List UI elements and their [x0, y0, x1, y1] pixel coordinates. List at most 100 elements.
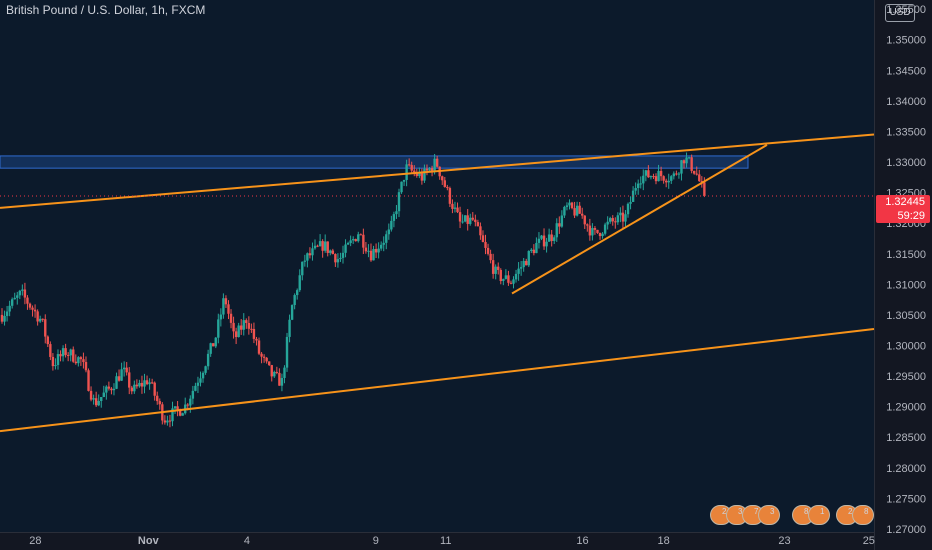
candle-body [8, 305, 11, 312]
candle-body [265, 357, 268, 362]
x-tick-label: 9 [373, 535, 379, 547]
candle-body [453, 207, 457, 209]
candle-body [491, 260, 495, 274]
candle-body [285, 336, 289, 368]
candle-body [311, 248, 314, 256]
candle-body [316, 245, 319, 247]
candle-body [593, 228, 597, 230]
candle-body [553, 237, 556, 241]
candle-body [336, 259, 340, 263]
candle-body [481, 235, 485, 243]
candle-body [659, 170, 663, 177]
candle-body [145, 380, 149, 385]
candle-body [677, 173, 681, 175]
candle-body [420, 173, 424, 181]
candle-body [196, 382, 200, 386]
candle-body [377, 248, 380, 253]
candle-body [692, 170, 696, 174]
candle-body [94, 398, 98, 406]
candle-body [555, 223, 558, 238]
x-tick-label: 23 [778, 535, 790, 547]
candle-body [262, 356, 266, 358]
candle-body [441, 176, 444, 181]
candle-body [547, 234, 551, 242]
candle-body [268, 361, 271, 366]
y-tick-label: 1.27000 [886, 524, 926, 536]
currency-label[interactable]: USD [885, 4, 915, 22]
candle-body [629, 201, 632, 204]
symbol-title[interactable]: British Pound / U.S. Dollar, 1h, FXCM [6, 3, 206, 17]
candle-body [446, 186, 449, 189]
candle-body [10, 299, 14, 306]
candle-body [415, 172, 419, 176]
candle-body [537, 238, 541, 243]
candle-body [295, 290, 299, 296]
candle-body [224, 298, 228, 305]
candle-body [494, 266, 497, 274]
candle-body [558, 223, 561, 227]
y-tick-label: 1.34500 [886, 65, 926, 77]
plot-area [0, 0, 874, 532]
candle-body [609, 218, 612, 222]
candle-body [616, 215, 620, 223]
candle-body [636, 183, 640, 189]
candle-body [74, 361, 77, 364]
candle-body [469, 217, 472, 224]
candle-body [601, 233, 604, 237]
candle-body [652, 176, 655, 178]
candle-body [214, 337, 217, 347]
event-badge[interactable]: 8 [852, 505, 874, 525]
candle-body [647, 170, 650, 178]
candle-body [100, 397, 103, 402]
candle-body [117, 376, 121, 381]
candle-body [122, 367, 126, 370]
candle-body [374, 248, 378, 253]
candle-body [476, 222, 480, 227]
candle-body [240, 325, 243, 330]
candle-body [662, 176, 665, 181]
candle-body [173, 406, 177, 409]
candle-body [234, 331, 238, 338]
candle-body [283, 367, 286, 378]
candle-body [545, 241, 548, 247]
candle-body [611, 218, 614, 222]
candle-body [563, 206, 566, 216]
candle-body [418, 173, 421, 176]
candle-body [502, 278, 505, 282]
candle-body [466, 215, 469, 224]
candle-body [110, 388, 113, 391]
y-tick-label: 1.29000 [886, 402, 926, 414]
candle-body [644, 170, 648, 176]
candle-body [23, 289, 27, 298]
candle-body [479, 226, 482, 236]
candle-body [657, 170, 660, 182]
candle-body [349, 240, 352, 243]
time-axis [0, 532, 874, 550]
candle-body [357, 234, 360, 242]
candle-body [397, 192, 401, 212]
candle-body [362, 234, 365, 248]
candle-body [525, 260, 528, 266]
candle-body [570, 202, 574, 209]
candle-body [143, 380, 146, 387]
candle-body [486, 247, 490, 254]
event-badge[interactable]: 3 [758, 505, 780, 525]
candle-body [392, 214, 396, 221]
candle-body [341, 252, 345, 258]
candle-body [115, 376, 118, 389]
candle-body [519, 267, 523, 269]
candle-body [425, 168, 429, 171]
candle-body [642, 175, 645, 184]
y-tick-label: 1.31000 [886, 279, 926, 291]
candle-body [499, 269, 502, 282]
candle-body [382, 242, 385, 245]
candle-body [133, 384, 136, 392]
candle-body [0, 314, 4, 322]
candle-body [565, 205, 569, 207]
event-badge[interactable]: 1 [808, 505, 830, 525]
candle-body [69, 349, 72, 356]
candle-body [44, 319, 47, 337]
candle-body [369, 250, 373, 261]
